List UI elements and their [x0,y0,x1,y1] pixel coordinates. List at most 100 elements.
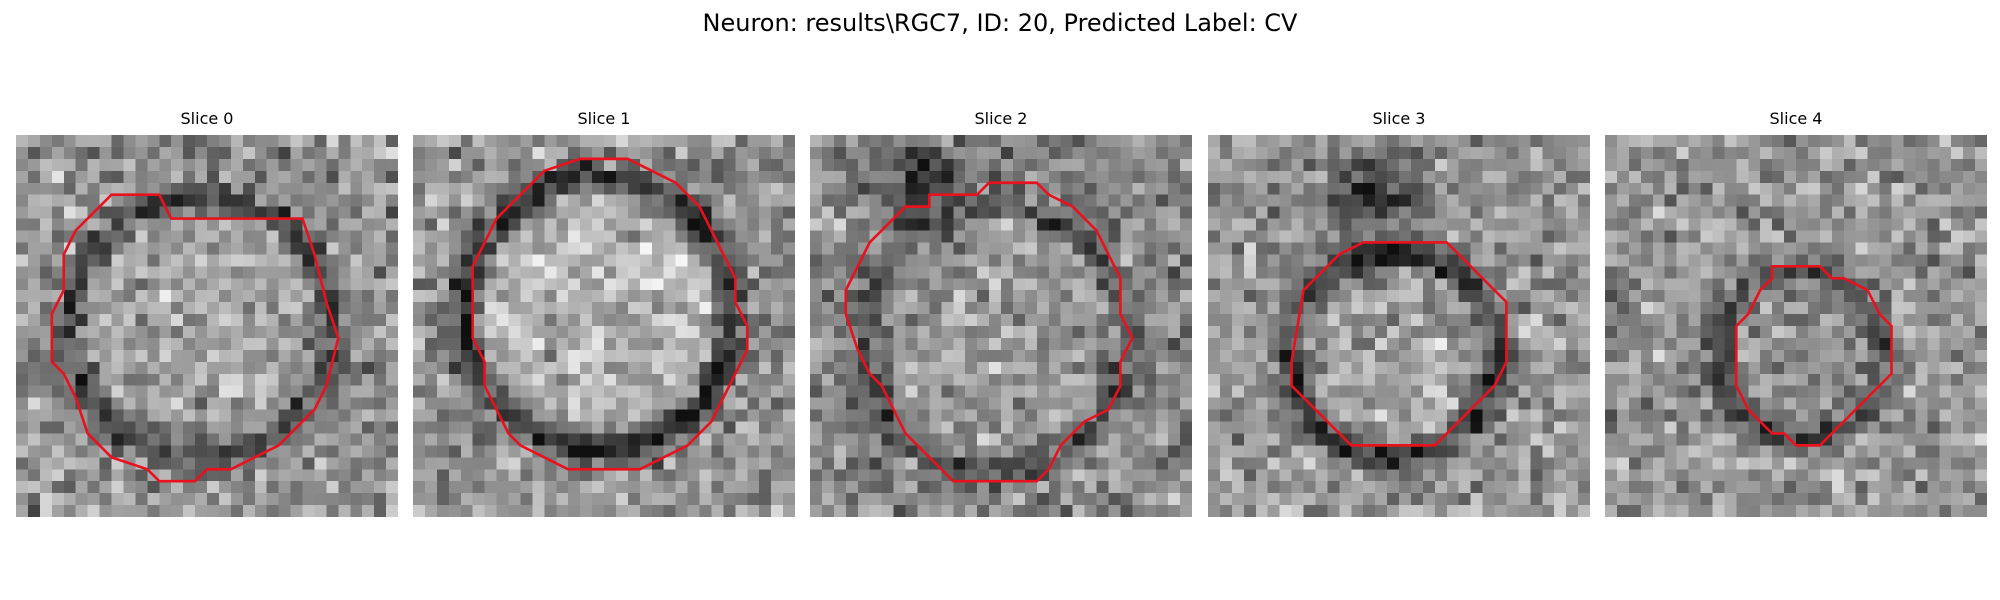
pixel [1049,219,1061,231]
pixel [1856,386,1868,398]
pixel [1927,254,1939,266]
pixel [1530,469,1542,481]
pixel [977,278,989,290]
pixel [771,207,783,219]
pixel [425,254,437,266]
pixel [1108,481,1120,493]
pixel [16,147,28,159]
pixel [735,195,747,207]
pixel [1760,410,1772,422]
pixel [604,386,616,398]
pixel [362,183,374,195]
pixel [1037,338,1049,350]
pixel [616,374,628,386]
pixel [1868,374,1880,386]
pixel [882,159,894,171]
pixel [88,374,100,386]
pixel [1315,457,1327,469]
pixel [1411,219,1423,231]
pixel [628,195,640,207]
pixel [1459,469,1471,481]
pixel [386,195,398,207]
pixel [374,207,386,219]
pixel [652,469,664,481]
pixel [88,135,100,147]
pixel [1641,159,1653,171]
pixel [1144,410,1156,422]
pixel [1605,422,1617,434]
pixel [1772,314,1784,326]
pixel [16,326,28,338]
pixel [1772,135,1784,147]
pixel [231,135,243,147]
pixel [338,314,350,326]
pixel [1629,326,1641,338]
pixel [870,433,882,445]
pixel [123,338,135,350]
pixel [1387,290,1399,302]
pixel [759,159,771,171]
pixel [1280,505,1292,517]
pixel [147,362,159,374]
pixel [1975,290,1987,302]
pixel [870,505,882,517]
pixel [759,493,771,505]
pixel [556,302,568,314]
pixel [1108,195,1120,207]
pixel [1832,350,1844,362]
pixel [1629,231,1641,243]
pixel [16,374,28,386]
pixel [1025,195,1037,207]
slice-panel-3: Slice 3 [1200,107,1598,131]
pixel [76,374,88,386]
pixel [40,207,52,219]
pixel [1784,159,1796,171]
pixel [1447,135,1459,147]
pixel [1518,326,1530,338]
pixel [1435,386,1447,398]
pixel [568,171,580,183]
pixel [941,457,953,469]
pixel [568,505,580,517]
pixel [834,433,846,445]
pixel [1566,195,1578,207]
pixel [1220,242,1232,254]
pixel [953,445,965,457]
pixel [1856,326,1868,338]
pixel [1927,242,1939,254]
pixel [652,481,664,493]
pixel [1927,195,1939,207]
pixel [1665,457,1677,469]
pixel [437,433,449,445]
pixel [350,350,362,362]
pixel [1748,457,1760,469]
pixel [1578,410,1590,422]
pixel [1868,410,1880,422]
pixel [580,231,592,243]
pixel [1471,207,1483,219]
pixel [1772,338,1784,350]
pixel [1736,362,1748,374]
pixel [604,266,616,278]
pixel [303,147,315,159]
pixel [207,445,219,457]
pixel [1903,362,1915,374]
pixel [1375,171,1387,183]
pixel [147,433,159,445]
pixel [1880,445,1892,457]
pixel [822,505,834,517]
pixel [255,362,267,374]
pixel [676,433,688,445]
pixel [1120,422,1132,434]
pixel [100,254,112,266]
pixel [413,314,425,326]
pixel [1013,242,1025,254]
pixel [1578,374,1590,386]
pixel [437,469,449,481]
pixel [1411,242,1423,254]
pixel [473,362,485,374]
pixel [894,362,906,374]
pixel [1423,219,1435,231]
pixel [953,242,965,254]
pixel [195,505,207,517]
